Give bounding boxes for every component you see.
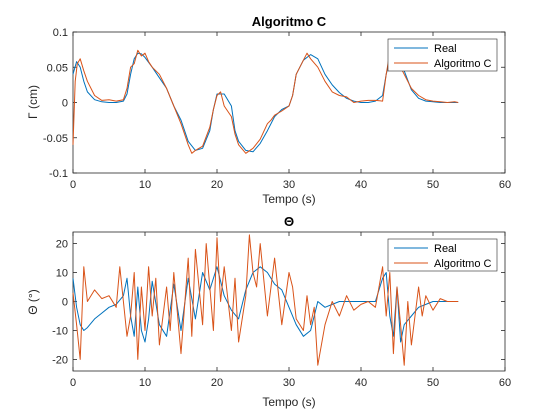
x-tick-label: 20 [211, 377, 223, 389]
y-tick-label: -20 [52, 354, 68, 366]
chart-title: Θ [284, 214, 294, 229]
x-ticks: 0 10 20 30 40 50 60 [70, 232, 511, 389]
y-ticks: -20 -10 0 10 20 [52, 239, 505, 366]
x-tick-label: 0 [70, 377, 76, 389]
legend-label-real: Real [434, 43, 457, 55]
y-tick-label: 0.1 [53, 27, 68, 39]
x-tick-label: 20 [211, 179, 223, 191]
x-tick-label: 60 [499, 377, 511, 389]
x-tick-label: 30 [283, 377, 295, 389]
legend: Real Algoritmo C [387, 238, 498, 272]
y-tick-label: -0.05 [43, 133, 68, 145]
y-tick-label: 0 [62, 98, 68, 110]
x-axis-label: Tempo (s) [262, 395, 315, 409]
legend-label-algoritmo: Algoritmo C [434, 58, 492, 70]
x-tick-label: 40 [355, 179, 367, 191]
legend-box [387, 238, 498, 272]
y-tick-label: 20 [56, 239, 68, 251]
chart-title: Algoritmo C [252, 14, 327, 29]
x-tick-label: 10 [139, 377, 151, 389]
legend-box [387, 38, 498, 72]
theta-chart: Θ 0 10 20 30 40 50 60 -20 -10 0 10 20 Tempo (s) Θ … [26, 214, 511, 409]
y-axis-label: Γ (cm) [26, 85, 40, 119]
y-tick-label: 0.05 [47, 62, 68, 74]
x-axis-label: Tempo (s) [262, 192, 315, 206]
x-tick-label: 30 [283, 179, 295, 191]
x-tick-label: 0 [70, 179, 76, 191]
y-tick-label: 0 [62, 297, 68, 309]
x-tick-label: 50 [427, 179, 439, 191]
legend-label-real: Real [434, 243, 457, 255]
gamma-chart: Algoritmo C 0 10 20 30 40 50 60 -0.1 -0.05 0 0.05… [26, 14, 511, 206]
series-line-algoritmo-c [72, 234, 459, 366]
x-tick-label: 40 [355, 377, 367, 389]
series-line-algoritmo-c [72, 49, 459, 154]
y-tick-label: -0.1 [49, 168, 68, 180]
x-tick-label: 50 [427, 377, 439, 389]
x-tick-label: 10 [139, 179, 151, 191]
y-axis-label: Θ (°) [26, 289, 40, 314]
legend: Real Algoritmo C [387, 38, 498, 72]
y-tick-label: -10 [52, 325, 68, 337]
legend-label-algoritmo: Algoritmo C [434, 258, 492, 270]
series-lines [72, 234, 459, 366]
y-tick-label: 10 [56, 268, 68, 280]
x-ticks: 0 10 20 30 40 50 60 [70, 32, 511, 191]
y-ticks: -0.1 -0.05 0 0.05 0.1 [43, 27, 505, 180]
x-tick-label: 60 [499, 179, 511, 191]
